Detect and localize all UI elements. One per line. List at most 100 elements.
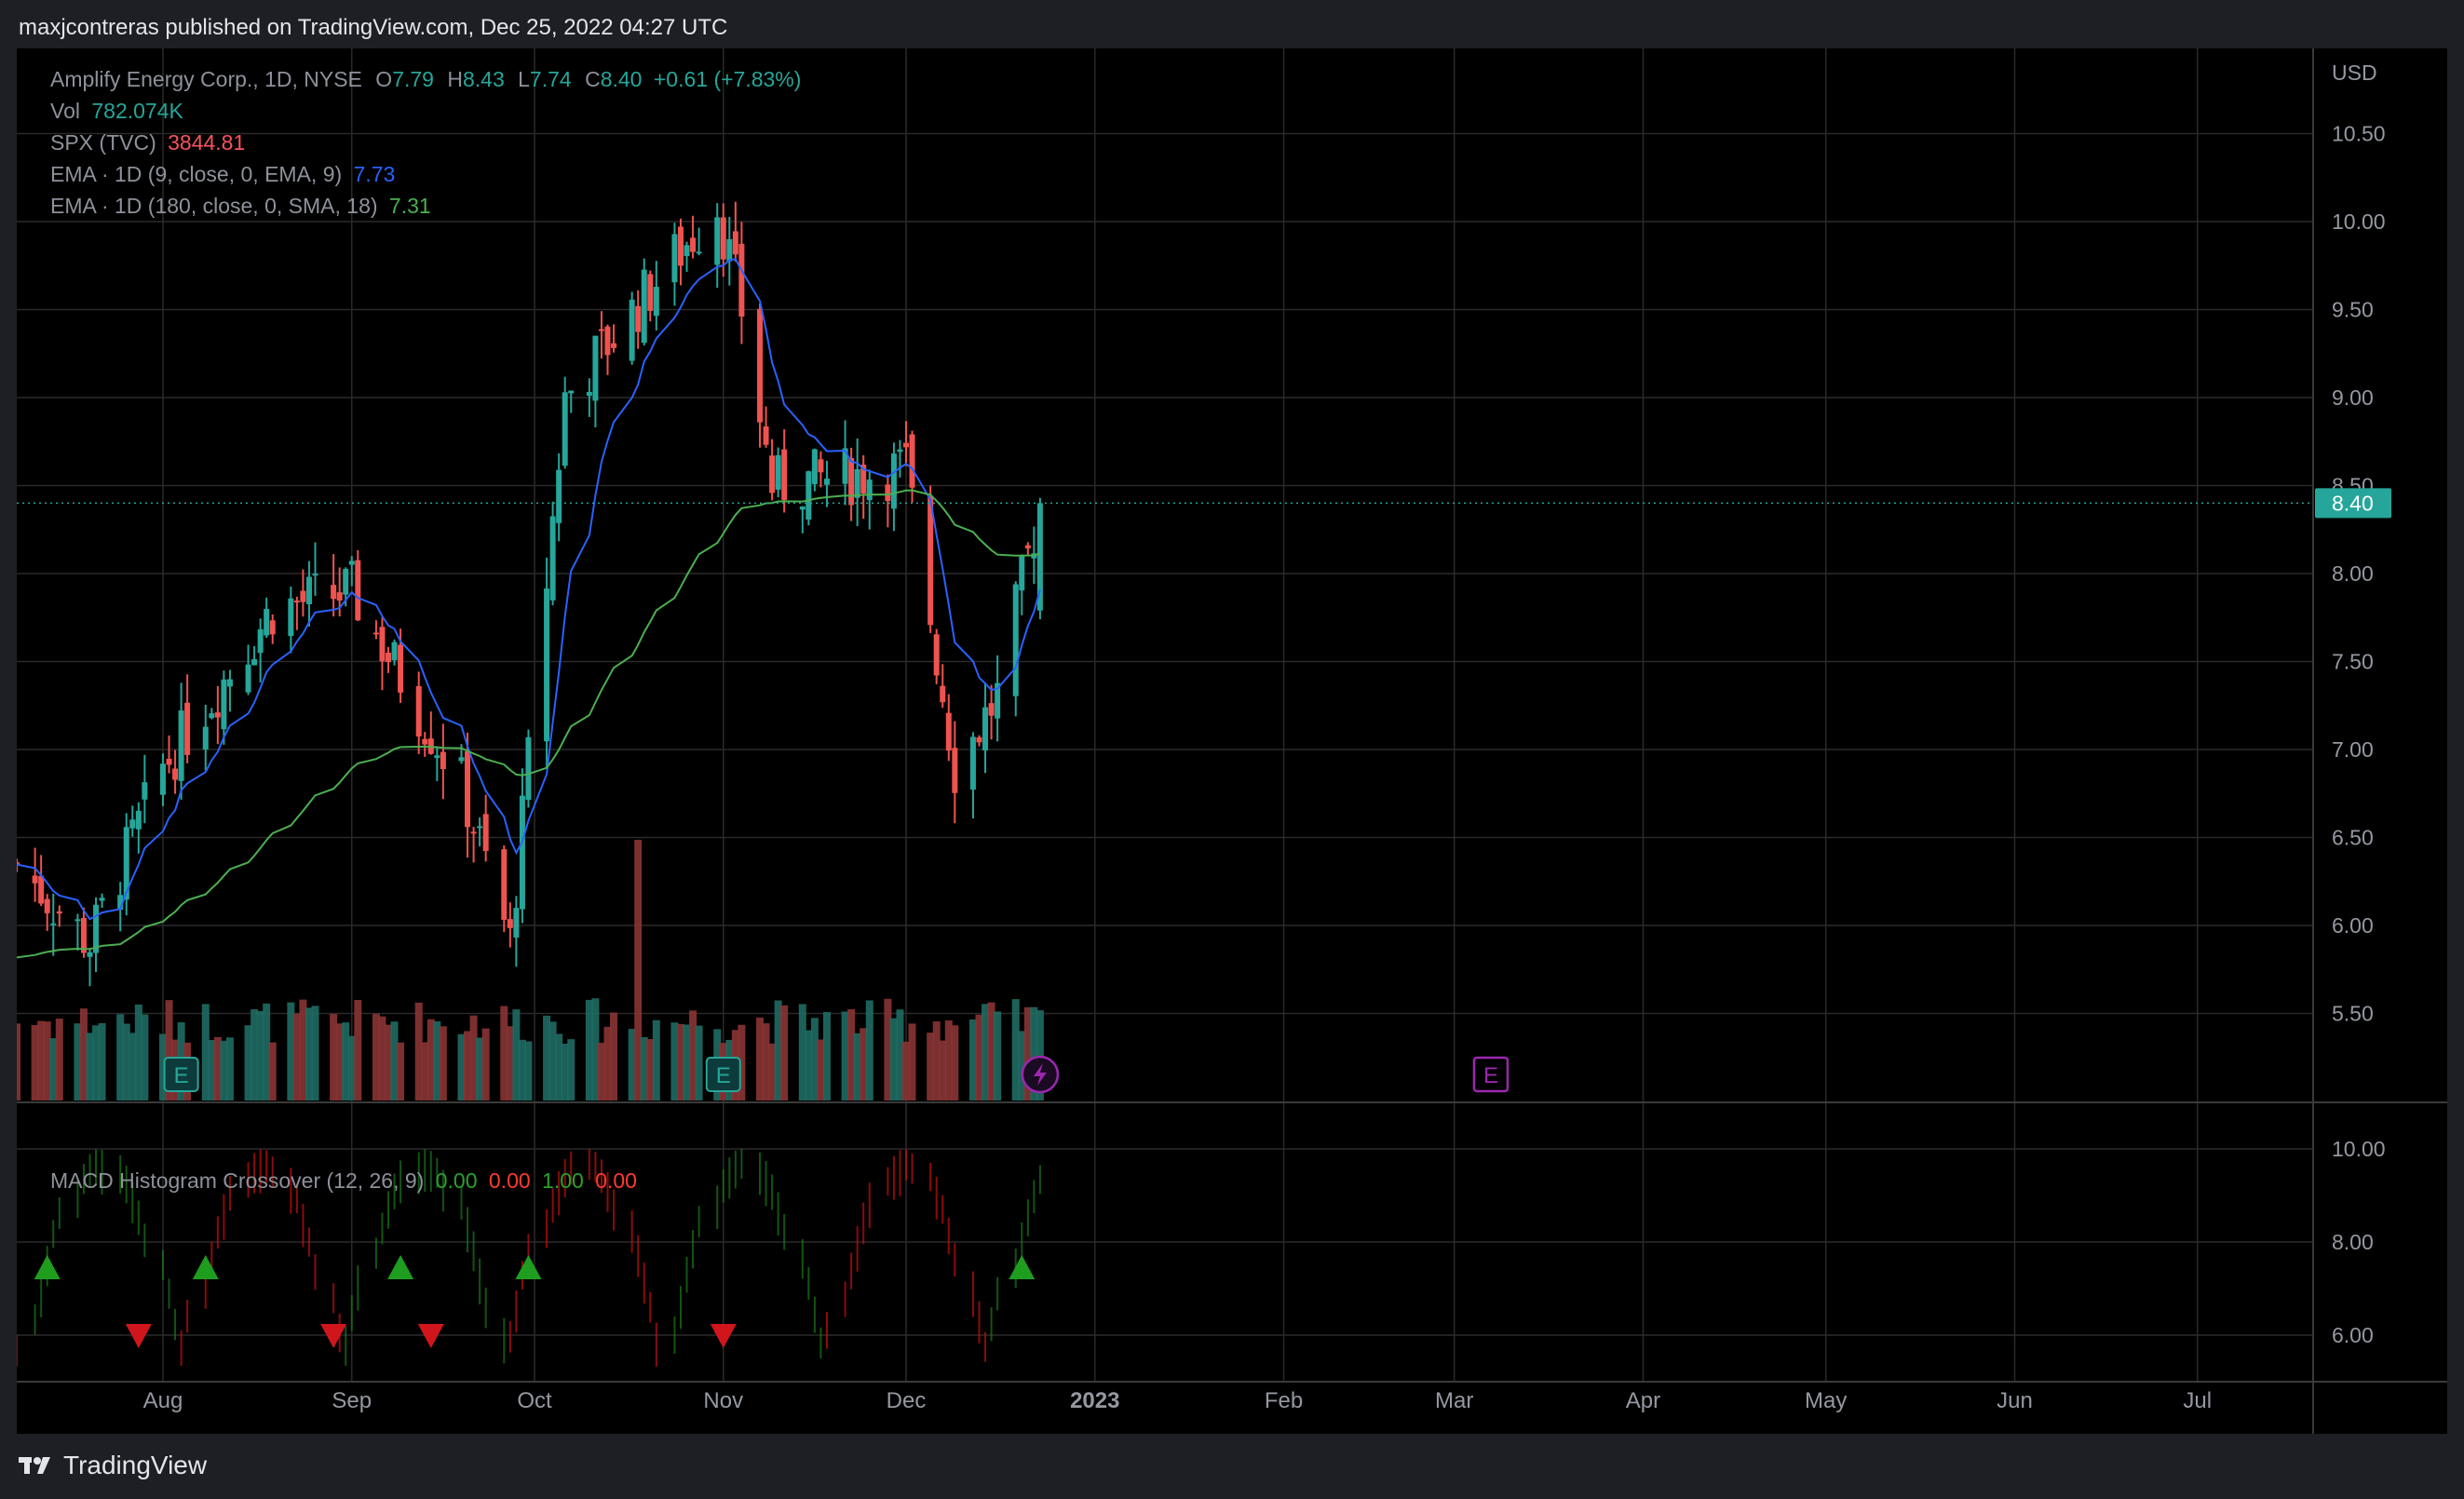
- candlesticks: [14, 201, 1043, 987]
- earnings-marker[interactable]: E: [705, 1057, 741, 1092]
- candle-body: [178, 710, 184, 781]
- candle-body: [897, 449, 903, 452]
- candle-body: [854, 468, 860, 498]
- macd-tick: 8.00: [2332, 1230, 2374, 1254]
- candle-body: [312, 574, 318, 576]
- volume-bar: [932, 1021, 941, 1101]
- volume-value: 782.074K: [91, 99, 183, 123]
- candle-body: [129, 819, 136, 829]
- time-axis-label: Oct: [517, 1388, 552, 1413]
- volume-bar: [37, 1020, 46, 1101]
- macd-value-1: 0.00: [435, 1168, 478, 1193]
- candle-body: [818, 459, 824, 473]
- candle-body: [209, 713, 215, 719]
- change-value: +0.61 (+7.83%): [653, 67, 802, 91]
- candle-body: [135, 810, 142, 830]
- candle-body: [976, 736, 982, 743]
- price-tick: 8.00: [2332, 561, 2374, 586]
- symbol-legend: Amplify Energy Corp., 1D, NYSE O7.79 H8.…: [50, 67, 801, 92]
- volume-bar: [1023, 1006, 1032, 1101]
- candle-body: [226, 679, 233, 687]
- candle-body: [732, 231, 738, 255]
- volume-bar: [122, 1023, 130, 1101]
- candle-body: [945, 712, 952, 751]
- time-axis-label: Dec: [887, 1388, 927, 1413]
- last-price-label: 8.40: [2332, 491, 2374, 515]
- candle-body: [336, 592, 343, 601]
- volume-bar: [201, 1004, 210, 1101]
- volume-bar: [263, 1003, 271, 1101]
- volume-bar: [390, 1021, 399, 1101]
- volume-bar: [860, 1028, 868, 1101]
- volume-bar: [695, 1025, 703, 1101]
- volume-bar: [543, 1015, 551, 1101]
- candle-body: [903, 442, 910, 448]
- volume-bar: [927, 1033, 935, 1101]
- time-axis-label: Jul: [2183, 1388, 2212, 1413]
- volume-bar: [347, 1035, 356, 1101]
- candle-body: [556, 469, 562, 523]
- volume-bar: [847, 1008, 856, 1101]
- ema9-line: [16, 258, 1041, 921]
- candle-body: [604, 326, 611, 356]
- volume-bar: [98, 1022, 106, 1101]
- dividend-marker[interactable]: [1021, 1055, 1060, 1094]
- volume-bar: [116, 1014, 125, 1101]
- volume-bar: [335, 1023, 344, 1101]
- candle-body: [866, 479, 873, 501]
- earnings-marker[interactable]: E: [163, 1057, 199, 1092]
- ema-lines: [16, 258, 1041, 959]
- volume-bar: [426, 1019, 435, 1101]
- chart-area[interactable]: Aug Sep Oct Nov Dec 2023 Feb Mar Apr May Jun Jul 10.…: [13, 48, 2447, 1434]
- publish-info: maxjcontreras published on TradingView.c…: [19, 15, 728, 40]
- candle-body: [982, 707, 989, 751]
- time-axis-label: Mar: [1435, 1388, 1473, 1413]
- volume-bar: [378, 1016, 386, 1101]
- volume-bar: [74, 1023, 82, 1101]
- volume-bar: [208, 1039, 216, 1101]
- chart-canvas[interactable]: Aug Sep Oct Nov Dec 2023 Feb Mar Apr May Jun Jul 10.…: [13, 48, 2447, 1434]
- footer-brand[interactable]: TradingView: [19, 1451, 207, 1480]
- volume-bar: [853, 1033, 861, 1101]
- volume-bar: [841, 1011, 849, 1101]
- macd-buy-signal: [387, 1255, 414, 1279]
- candle-body: [586, 391, 592, 397]
- volume-bar: [305, 1007, 313, 1101]
- candle-body: [440, 751, 446, 770]
- volume-bar: [476, 1037, 484, 1101]
- candle-body: [251, 659, 258, 666]
- macd-buy-signal: [515, 1255, 542, 1279]
- candle-body: [641, 269, 647, 344]
- volume-bar: [902, 1041, 911, 1101]
- volume-bar: [292, 1013, 301, 1101]
- volume-bar: [628, 1029, 636, 1101]
- volume-bar: [939, 1040, 947, 1101]
- volume-bar: [591, 998, 600, 1101]
- candle-body: [647, 274, 654, 311]
- volume-bar: [676, 1023, 684, 1101]
- volume-bar: [585, 999, 593, 1101]
- low-value: 7.74: [529, 67, 572, 91]
- candle-body: [305, 576, 312, 604]
- volume-bar: [354, 999, 362, 1101]
- volume-bar: [385, 1024, 393, 1101]
- macd-value-2: 0.00: [488, 1168, 531, 1193]
- volume-bar: [908, 1023, 916, 1101]
- volume-bar: [652, 1020, 660, 1101]
- upcoming-earnings-marker[interactable]: E: [1472, 1056, 1510, 1093]
- volume-bar: [640, 1036, 648, 1101]
- volume-bar: [1018, 1031, 1026, 1101]
- candle-body: [257, 628, 264, 654]
- volume-bar: [798, 1004, 806, 1101]
- candle-body: [32, 875, 38, 884]
- candle-body: [14, 862, 20, 865]
- volume-bars: [13, 840, 1044, 1101]
- volume-bar: [987, 1002, 995, 1101]
- volume-bar: [165, 1000, 173, 1101]
- volume-bar: [805, 1030, 813, 1101]
- volume-bar: [220, 1040, 228, 1101]
- volume-bar: [597, 1043, 605, 1101]
- candle-body: [598, 329, 604, 331]
- spx-label: SPX (TVC): [50, 130, 156, 155]
